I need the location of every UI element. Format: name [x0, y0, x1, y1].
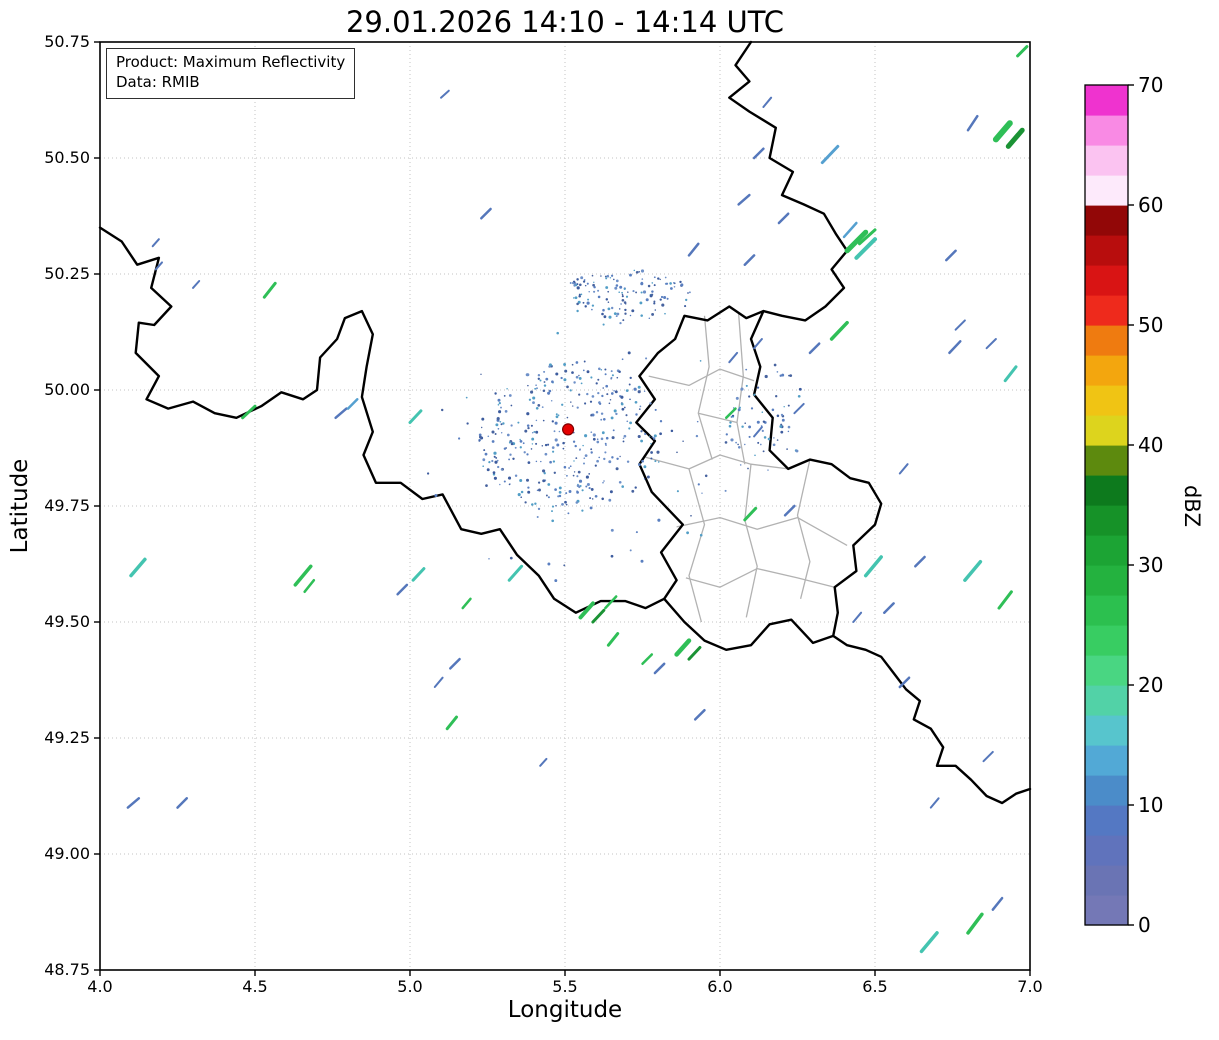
country-borders [98, 40, 1032, 805]
data-source-label: Data: RMIB [116, 73, 200, 92]
colorbar-unit-label: dBZ [1180, 484, 1204, 528]
y-tick-label: 49.00 [44, 844, 90, 863]
x-tick-label: 6.5 [862, 977, 888, 996]
x-tick-label: 4.5 [242, 977, 268, 996]
y-tick-label: 49.75 [44, 496, 90, 515]
y-axis-label: Latitude [7, 458, 33, 554]
y-tick-label: 49.50 [44, 612, 90, 631]
y-tick-label: 49.25 [44, 728, 90, 747]
x-tick-label: 6.0 [707, 977, 733, 996]
colorbar [1084, 84, 1134, 926]
colorbar-outline [1084, 84, 1129, 926]
y-tick-label: 50.75 [44, 32, 90, 51]
y-tick-label: 48.75 [44, 960, 90, 979]
radar-site-marker [561, 423, 575, 436]
y-tick-label: 50.25 [44, 264, 90, 283]
echo-streaks [126, 45, 1029, 954]
colorbar-tick-label: 10 [1138, 793, 1164, 817]
x-tick-label: 7.0 [1017, 977, 1043, 996]
radar-speckle-fields [426, 269, 802, 583]
product-info-box: Product: Maximum Reflectivity Data: RMIB [106, 48, 356, 99]
y-tick-label: 50.00 [44, 380, 90, 399]
product-label: Product: Maximum Reflectivity [116, 53, 346, 71]
region-borders [645, 313, 848, 623]
colorbar-tick-label: 40 [1138, 433, 1164, 457]
x-tick-label: 5.0 [397, 977, 423, 996]
colorbar-tick-label: 0 [1138, 913, 1151, 937]
x-tick-label: 5.5 [552, 977, 578, 996]
y-tick-label: 50.50 [44, 148, 90, 167]
x-tick-label: 4.0 [87, 977, 113, 996]
figure-title: 29.01.2026 14:10 - 14:14 UTC [345, 5, 785, 39]
colorbar-tick-label: 60 [1138, 193, 1164, 217]
colorbar-tick-label: 50 [1138, 313, 1164, 337]
colorbar-tick-label: 30 [1138, 553, 1164, 577]
colorbar-tick-label: 20 [1138, 673, 1164, 697]
x-axis-label: Longitude [507, 997, 623, 1023]
axis-tick-marks [94, 41, 1031, 976]
colorbar-tick-label: 70 [1138, 73, 1164, 97]
